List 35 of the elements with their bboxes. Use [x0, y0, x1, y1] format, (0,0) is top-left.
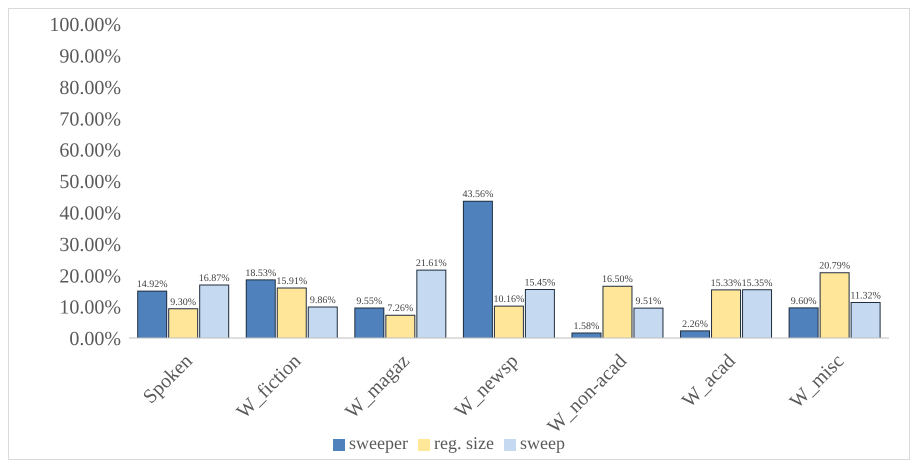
y-tick-label: 60.00% [59, 140, 121, 162]
data-label: 9.86% [310, 295, 336, 306]
y-tick-label: 30.00% [59, 234, 121, 256]
y-tick-label: 100.00% [49, 14, 121, 36]
y-tick-label: 50.00% [59, 171, 121, 194]
data-label: 2.26% [682, 318, 708, 330]
data-label: 9.30% [170, 296, 196, 308]
data-label: 10.16% [493, 294, 524, 306]
y-tick-label: 40.00% [59, 202, 121, 224]
data-label: 11.32% [850, 290, 881, 302]
y-tick-label: 0.00% [69, 328, 121, 350]
data-label: 20.79% [819, 260, 850, 272]
data-label: 43.56% [462, 189, 494, 200]
data-label: 14.92% [136, 279, 168, 290]
data-label: 1.58% [574, 321, 600, 332]
data-label: 21.61% [416, 258, 447, 270]
data-label: 15.35% [742, 278, 772, 289]
legend-label: reg. size [434, 433, 494, 453]
data-label: 15.91% [276, 276, 308, 288]
data-label: 18.53% [245, 268, 276, 279]
y-tick-label: 90.00% [59, 46, 121, 68]
data-label: 15.45% [524, 277, 556, 288]
data-label: 16.50% [602, 274, 633, 286]
data-label: 15.33% [710, 278, 742, 289]
data-label: 16.87% [198, 273, 230, 284]
data-label: 9.51% [636, 296, 662, 308]
data-label: 9.60% [790, 296, 817, 307]
y-tick-label: 80.00% [59, 76, 121, 99]
y-tick-label: 10.00% [59, 296, 121, 319]
legend-label: sweeper [349, 433, 408, 453]
y-tick-label: 20.00% [59, 265, 121, 288]
legend-label: sweep [520, 433, 565, 453]
y-tick-label: 70.00% [59, 108, 121, 130]
data-label: 7.26% [387, 303, 414, 314]
data-label: 9.55% [356, 296, 382, 308]
